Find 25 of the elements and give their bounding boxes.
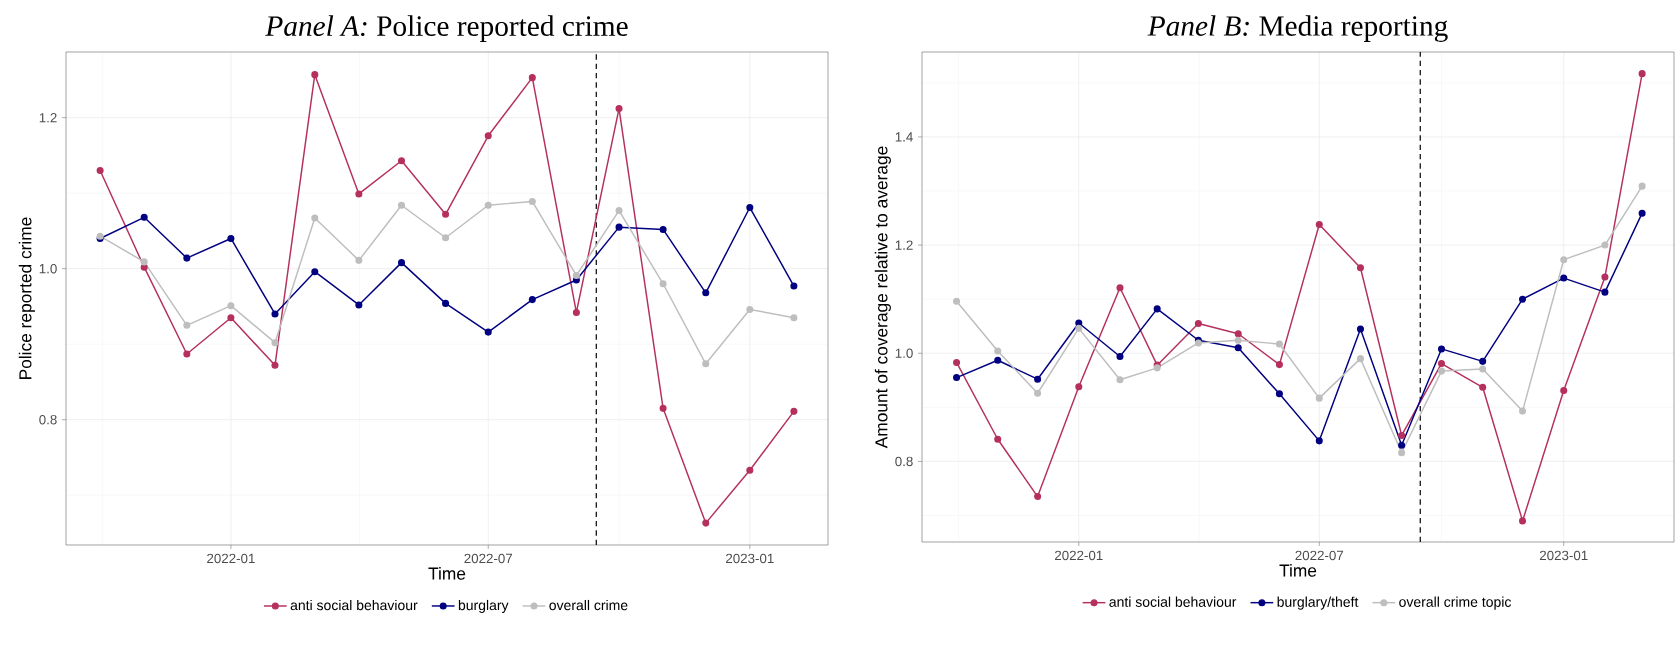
- x-axis-title: Time: [1279, 563, 1317, 577]
- y-tick-label: 1.2: [39, 113, 57, 123]
- x-axis-title: Time: [428, 566, 466, 580]
- x-tick-label: 2022-07: [1295, 550, 1344, 561]
- y-tick-label: 1.2: [895, 240, 913, 250]
- y-tick-label: 0.8: [895, 456, 913, 467]
- chart-title: Panel A: Police reported crime: [265, 15, 628, 42]
- x-tick-label: 2023-01: [1539, 550, 1588, 561]
- chart-title: Panel B: Media reporting: [1147, 15, 1448, 42]
- y-tick-label: 1.0: [895, 348, 913, 358]
- legend-label: anti social behaviour: [1109, 596, 1237, 607]
- y-axis-title: Police reported crime: [18, 217, 35, 379]
- x-tick-label: 2023-01: [726, 553, 774, 564]
- x-tick-label: 2022-01: [1054, 550, 1103, 561]
- legend-label: anti social behaviour: [290, 599, 418, 611]
- legend-label: overall crime topic: [1399, 596, 1512, 610]
- legend-label: burglary/theft: [1277, 596, 1359, 610]
- y-tick-label: 1.0: [39, 263, 57, 274]
- x-tick-label: 2022-01: [207, 553, 255, 564]
- x-tick-label: 2022-07: [464, 553, 513, 564]
- y-axis-title: Amount of coverage relative to average: [874, 146, 891, 449]
- y-tick-label: 0.8: [39, 414, 57, 425]
- y-tick-label: 1.4: [895, 132, 913, 142]
- legend-label: burglary: [458, 599, 509, 613]
- legend-label: overall crime: [549, 599, 628, 611]
